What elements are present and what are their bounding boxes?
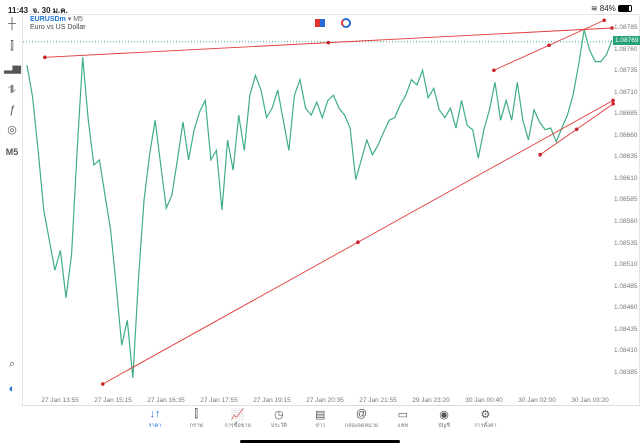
y-tick-label: 1.08710: [614, 88, 638, 96]
x-tick-label: 27 Jan 13:55: [41, 397, 79, 404]
y-tick-label: 1.08485: [614, 282, 638, 290]
y-tick-label: 1.08610: [614, 174, 638, 182]
status-right: ≋ 84%: [591, 4, 632, 13]
nav-item[interactable]: ▭ แชท: [383, 408, 423, 430]
function-icon[interactable]: ƒ: [8, 104, 16, 116]
status-bar: 11:43 จ. 30 ม.ค. ≋ 84%: [0, 0, 640, 15]
chart-search-icon[interactable]: ⌕: [8, 358, 16, 370]
nav-item[interactable]: ⚙ การตั้งค่า: [465, 408, 505, 430]
current-price-tag: 1.08769: [613, 36, 640, 45]
trendline-handle[interactable]: [326, 40, 331, 45]
nav-icon: 📈: [230, 409, 245, 421]
nav-label: ราคา: [148, 423, 162, 429]
trendline-handle[interactable]: [356, 240, 360, 245]
nav-icon: ◉: [439, 409, 449, 421]
x-tick-label: 29 Jan 23:20: [412, 397, 450, 404]
trendline-handle[interactable]: [492, 68, 496, 73]
nav-item[interactable]: ◷ ประวัติ: [259, 408, 299, 430]
timeframe-button[interactable]: M5: [5, 147, 19, 157]
y-tick-label: 1.08460: [614, 304, 638, 312]
nav-item[interactable]: ⫿ กราฟ: [176, 408, 216, 430]
trendline-handle[interactable]: [611, 98, 615, 103]
left-toolbar: ┼ ⫿ ▂▅ ⥮ ƒ ◎ M5 ⌕ ◐: [0, 14, 24, 407]
bottom-nav: ↓↑ ราคา ⫿ กราฟ 📈 การซื้อขาย ◷ ประวัติ ▤ ข่าว @ กล่อ…: [0, 406, 640, 436]
status-time: 11:43 จ. 30 ม.ค.: [8, 6, 68, 15]
nav-label: ข่าว: [315, 423, 326, 429]
x-tick-label: 30 Jan 03:20: [571, 397, 609, 404]
nav-label: กล่องจดหมาย: [344, 423, 379, 429]
nav-item[interactable]: ↓↑ ราคา: [135, 408, 175, 430]
trendline-handle[interactable]: [610, 26, 614, 30]
home-indicator: [240, 440, 400, 443]
x-tick-label: 30 Jan 02:00: [518, 397, 556, 404]
nav-item[interactable]: ▤ ข่าว: [300, 408, 340, 430]
nav-label: แชท: [397, 423, 409, 429]
nav-icon: ◷: [274, 409, 284, 421]
nav-item[interactable]: ◉ บัญชี: [424, 408, 464, 430]
indicators-icon[interactable]: ⥮: [8, 84, 16, 96]
y-tick-label: 1.08735: [614, 67, 638, 75]
y-tick-label: 1.08760: [614, 45, 638, 53]
trendline-handle[interactable]: [100, 382, 105, 386]
x-tick-label: 27 Jan 16:35: [147, 397, 185, 404]
nav-label: กราฟ: [189, 423, 203, 429]
nav-label: ประวัติ: [270, 423, 287, 429]
nav-item[interactable]: 📈 การซื้อขาย: [218, 408, 258, 430]
battery-icon: [618, 5, 632, 13]
x-tick-label: 27 Jan 15:15: [94, 397, 132, 404]
app-logo-icon[interactable]: ◐: [8, 383, 16, 395]
candlestick-icon[interactable]: ⫿: [10, 40, 14, 52]
x-tick-label: 27 Jan 19:15: [253, 397, 291, 404]
price-series-line: [26, 29, 613, 379]
objects-icon[interactable]: ◎: [7, 124, 17, 136]
x-tick-label: 27 Jan 20:35: [306, 397, 344, 404]
nav-icon: ⚙: [480, 409, 491, 421]
nav-label: การซื้อขาย: [224, 423, 251, 429]
trendline-handle[interactable]: [538, 152, 542, 157]
trendline-handle[interactable]: [547, 43, 551, 48]
y-tick-label: 1.08410: [614, 347, 638, 355]
x-tick-label: 30 Jan 00:40: [465, 397, 503, 404]
y-tick-label: 1.08510: [614, 261, 638, 269]
trendline-handle[interactable]: [574, 127, 579, 132]
symbol-title[interactable]: EURUSDm ▾ M5: [30, 16, 83, 23]
nav-icon: ↓↑: [149, 408, 161, 420]
flag-icon[interactable]: [315, 19, 325, 27]
y-tick-label: 1.08660: [614, 131, 638, 139]
nav-icon: @: [355, 408, 368, 420]
crosshair-icon[interactable]: ┼: [8, 18, 16, 30]
nav-label: การตั้งค่า: [474, 423, 497, 429]
trendline-handle[interactable]: [611, 102, 615, 106]
x-tick-label: 27 Jan 21:55: [359, 397, 397, 404]
nav-icon: ▭: [397, 409, 408, 421]
bar-chart-icon[interactable]: ▂▅: [4, 62, 21, 74]
one-click-trade-icon[interactable]: [341, 18, 351, 28]
y-tick-label: 1.08560: [614, 217, 638, 225]
nav-icon: ▤: [314, 409, 326, 421]
symbol-description: Euro vs US Dollar: [30, 24, 86, 31]
y-tick-label: 1.08385: [614, 368, 638, 376]
wifi-icon: ≋: [590, 4, 598, 13]
trendline-handle[interactable]: [602, 18, 606, 23]
y-tick-label: 1.08635: [614, 153, 638, 161]
y-tick-label: 1.08785: [614, 24, 638, 31]
nav-icon: ⫿: [194, 408, 199, 420]
trendline-handle[interactable]: [43, 55, 47, 60]
y-tick-label: 1.08535: [614, 239, 638, 247]
nav-item[interactable]: @ กล่องจดหมาย: [342, 408, 382, 430]
y-tick-label: 1.08585: [614, 196, 638, 204]
y-tick-label: 1.08685: [614, 110, 638, 118]
y-tick-label: 1.08435: [614, 325, 638, 333]
x-tick-label: 27 Jan 17:55: [200, 397, 238, 404]
nav-label: บัญชี: [438, 423, 451, 429]
